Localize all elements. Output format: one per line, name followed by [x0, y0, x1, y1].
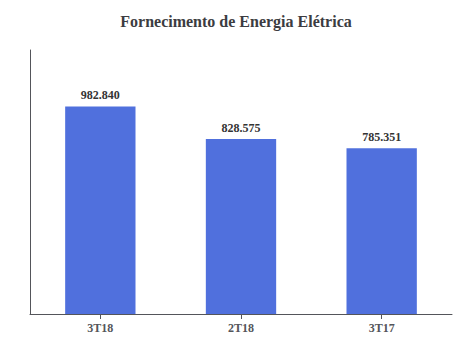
svg-text:828.575: 828.575 — [222, 121, 261, 135]
svg-text:785.351: 785.351 — [362, 130, 401, 144]
svg-text:982.840: 982.840 — [81, 88, 120, 102]
svg-text:Fornecimento de Energia Elétri: Fornecimento de Energia Elétrica — [120, 13, 352, 31]
svg-text:2T18: 2T18 — [228, 321, 254, 335]
svg-text:3T18: 3T18 — [87, 321, 113, 335]
svg-text:3T17: 3T17 — [369, 321, 395, 335]
